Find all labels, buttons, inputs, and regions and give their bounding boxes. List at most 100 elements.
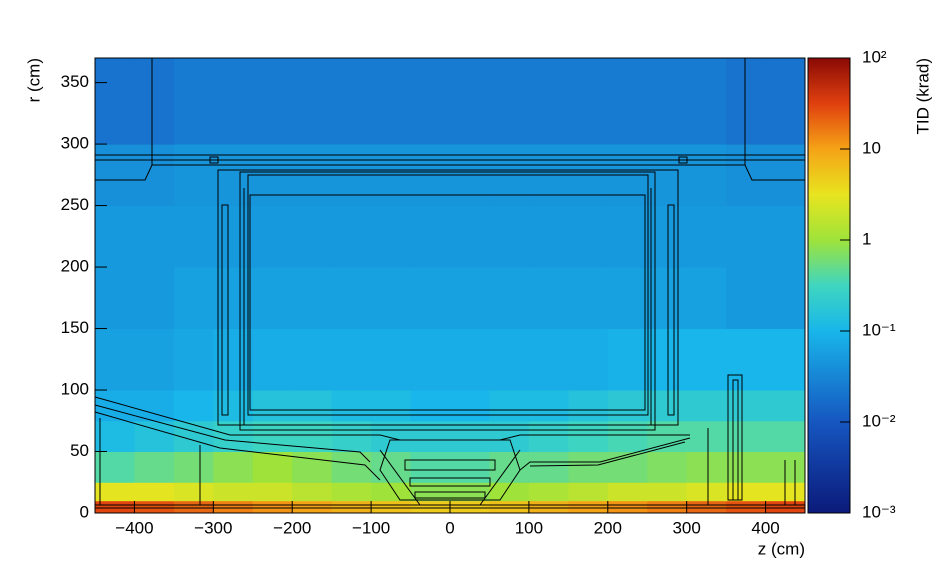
heatmap-cell <box>292 328 333 391</box>
heatmap-cell <box>686 58 727 145</box>
heatmap-cell <box>489 390 530 422</box>
heatmap-cell <box>213 451 254 483</box>
x-tick-label: −400 <box>115 518 153 537</box>
heatmap-cell <box>647 144 688 207</box>
heatmap-cell <box>371 267 412 330</box>
heatmap-cell <box>95 390 135 422</box>
heatmap-cell <box>134 482 175 502</box>
x-tick-label: 200 <box>594 518 622 537</box>
heatmap-cell <box>450 205 490 268</box>
heatmap-cell <box>95 58 135 145</box>
heatmap-cell <box>95 267 135 330</box>
heatmap-cell <box>331 451 372 483</box>
heatmap-cell <box>331 58 372 145</box>
heatmap-cell <box>607 420 648 453</box>
heatmap-cell <box>213 328 254 391</box>
heatmap-cell <box>371 205 412 268</box>
heatmap-cell <box>489 267 530 330</box>
heatmap-cell <box>450 500 490 514</box>
x-tick-label: 100 <box>515 518 543 537</box>
heatmap-cell <box>331 205 372 268</box>
heatmap-cell <box>607 451 648 483</box>
heatmap-cell <box>213 420 254 453</box>
heatmap-cell <box>568 328 609 391</box>
heatmap-cell <box>331 328 372 391</box>
heatmap-cell <box>726 58 767 145</box>
heatmap-cell <box>252 482 293 502</box>
axes: −400 −300 −200 −100 0 100 200 300 400 0 50 100 150 20… <box>61 47 896 537</box>
heatmap-cell <box>134 420 175 453</box>
heatmap-cell <box>607 267 648 330</box>
heatmap-cell <box>765 500 806 514</box>
y-tick-label: 100 <box>61 380 89 399</box>
y-tick-label: 0 <box>80 502 89 521</box>
heatmap-cell <box>647 267 688 330</box>
heatmap-cell <box>252 205 293 268</box>
heatmap-cell <box>647 482 688 502</box>
heatmap-cell <box>528 451 569 483</box>
heatmap-cell <box>686 482 727 502</box>
heatmap-cell <box>213 58 254 145</box>
heatmap-cell <box>686 451 727 483</box>
heatmap-cell <box>726 500 767 514</box>
heatmap-cell <box>528 328 569 391</box>
heatmap-cell <box>489 482 530 502</box>
heatmap-cell <box>134 500 175 514</box>
heatmap-cell <box>331 267 372 330</box>
colorbar-tick-label: 10⁻² <box>862 411 896 430</box>
colorbar-tick-label: 10⁻³ <box>862 502 896 521</box>
y-tick-label: 350 <box>61 72 89 91</box>
heatmap-cell <box>528 500 569 514</box>
heatmap-cell <box>213 390 254 422</box>
heatmap-cell <box>607 205 648 268</box>
heatmap-cell <box>371 328 412 391</box>
heatmap-cell <box>95 500 135 514</box>
heatmap-cell <box>95 205 135 268</box>
heatmap-cell <box>568 451 609 483</box>
x-axis-label: z (cm) <box>758 539 805 558</box>
x-tick-label: −100 <box>352 518 390 537</box>
heatmap-cell <box>173 482 214 502</box>
heatmap-cell <box>450 267 490 330</box>
heatmap-cell <box>371 390 412 422</box>
heatmap-cell <box>489 205 530 268</box>
heatmap-cell <box>568 205 609 268</box>
heatmap-cell <box>173 500 214 514</box>
x-tick-label: −300 <box>194 518 232 537</box>
heatmap-cell <box>134 58 175 145</box>
heatmap-cell <box>213 144 254 207</box>
colorbar-tick-label: 1 <box>862 229 871 248</box>
heatmap-cell <box>252 500 293 514</box>
x-tick-label: 300 <box>672 518 700 537</box>
heatmap-cell <box>765 420 806 453</box>
heatmap-cell <box>568 390 609 422</box>
heatmap-cell <box>450 58 490 145</box>
heatmap-cell <box>371 500 412 514</box>
heatmap-cell <box>568 482 609 502</box>
heatmap-cell <box>489 500 530 514</box>
heatmap-cell <box>292 482 333 502</box>
x-tick-label: −200 <box>273 518 311 537</box>
heatmap-cell <box>173 144 214 207</box>
heatmap-cell <box>134 451 175 483</box>
heatmap-cell <box>292 205 333 268</box>
y-tick-label: 300 <box>61 134 89 153</box>
heatmap-cell <box>765 144 806 207</box>
heatmap-cell <box>765 390 806 422</box>
heatmap-cell <box>726 144 767 207</box>
heatmap-cell <box>450 390 490 422</box>
heatmap-cell <box>95 328 135 391</box>
colorbar-tick-label: 10⁻¹ <box>862 320 896 339</box>
heatmap-cell <box>252 390 293 422</box>
heatmap-cell <box>410 328 451 391</box>
heatmap <box>95 58 806 514</box>
heatmap-cell <box>331 500 372 514</box>
y-tick-label: 150 <box>61 318 89 337</box>
y-tick-label: 200 <box>61 257 89 276</box>
y-axis-label: r (cm) <box>24 58 43 102</box>
heatmap-cell <box>95 420 135 453</box>
heatmap-cell <box>213 267 254 330</box>
heatmap-cell <box>607 482 648 502</box>
heatmap-cell <box>252 58 293 145</box>
heatmap-cell <box>647 500 688 514</box>
